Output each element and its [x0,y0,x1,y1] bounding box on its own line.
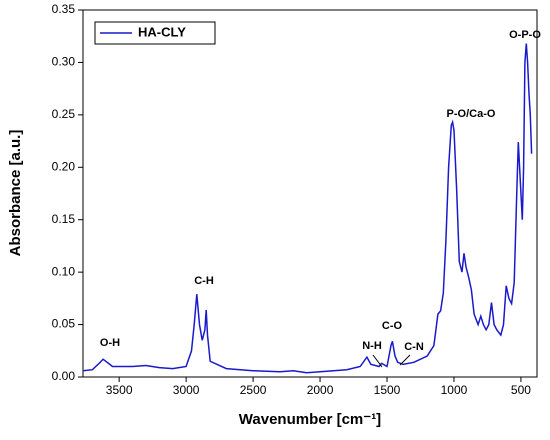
y-tick-label: 0.35 [52,2,76,16]
x-tick-label: 2000 [307,383,334,397]
y-tick-label: 0.15 [52,212,76,226]
y-tick-label: 0.05 [52,317,76,331]
x-tick-label: 1500 [374,383,401,397]
annotation: O-H [100,337,120,349]
legend-label: HA-CLY [138,24,186,39]
annotation: N-H [362,340,382,352]
y-tick-label: 0.20 [52,159,76,173]
arrow [399,354,411,366]
spectrum-line [82,43,533,374]
annotation: P-O/Ca-O [447,108,496,120]
x-axis-label: Wavenumber [cm⁻¹] [239,411,381,428]
x-tick-label: 3500 [106,383,133,397]
legend-box [94,21,216,45]
x-tick-label: 1000 [441,383,468,397]
y-tick-label: 0.10 [52,264,76,278]
x-tick-label: 3000 [173,383,200,397]
annotation: C-H [194,275,214,287]
annotation: C-O [382,320,403,332]
x-tick-label: 500 [511,383,531,397]
plot-frame [82,9,538,378]
y-tick-label: 0.25 [52,107,76,121]
y-tick-label: 0.30 [52,55,76,69]
x-tick-label: 2500 [240,383,267,397]
y-tick-label: 0.00 [52,369,76,383]
annotation: O-P-O [509,29,541,41]
annotation: C-N [404,341,424,353]
y-axis-label: Absorbance [a.u.] [7,130,24,257]
arrow [372,354,383,368]
